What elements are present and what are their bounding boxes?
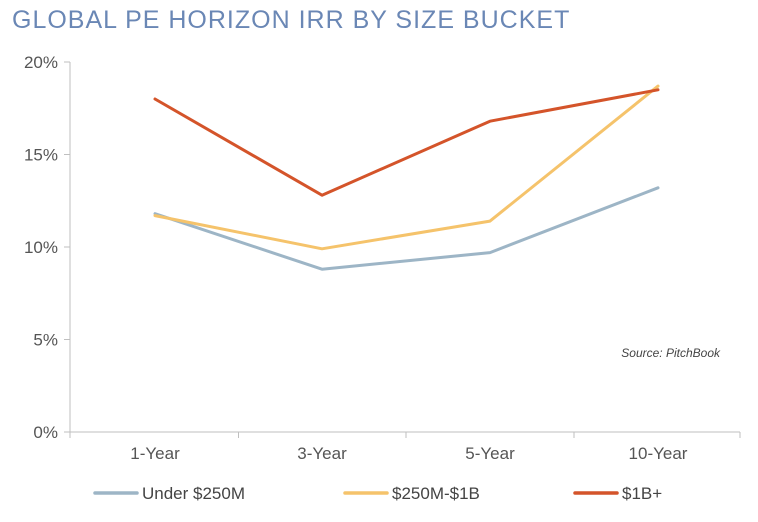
series-lines	[153, 84, 660, 271]
legend-label: $1B+	[622, 484, 662, 503]
series-line-1	[153, 186, 660, 271]
chart-title: GLOBAL PE HORIZON IRR BY SIZE BUCKET	[12, 6, 571, 34]
y-tick-label: 15%	[24, 146, 58, 165]
legend-label: Under $250M	[142, 484, 245, 503]
legend: Under $250M $250M-$1B $1B+	[93, 484, 662, 503]
series-line-2	[153, 84, 660, 251]
x-axis-ticks: 1-Year 3-Year 5-Year 10-Year	[69, 432, 741, 463]
x-tick-label: 5-Year	[465, 444, 515, 463]
x-tick-label: 3-Year	[297, 444, 347, 463]
x-tick-label: 10-Year	[629, 444, 688, 463]
legend-label: $250M-$1B	[392, 484, 480, 503]
source-note: Source: PitchBook	[621, 346, 721, 360]
y-tick-label: 0%	[33, 423, 58, 442]
x-tick-label: 1-Year	[130, 444, 180, 463]
y-axis-ticks: 0% 5% 10% 15% 20%	[24, 53, 70, 442]
y-tick-label: 20%	[24, 53, 58, 72]
y-tick-label: 5%	[33, 331, 58, 350]
series-line-3	[153, 88, 660, 197]
axes	[69, 62, 740, 433]
y-tick-label: 10%	[24, 238, 58, 257]
